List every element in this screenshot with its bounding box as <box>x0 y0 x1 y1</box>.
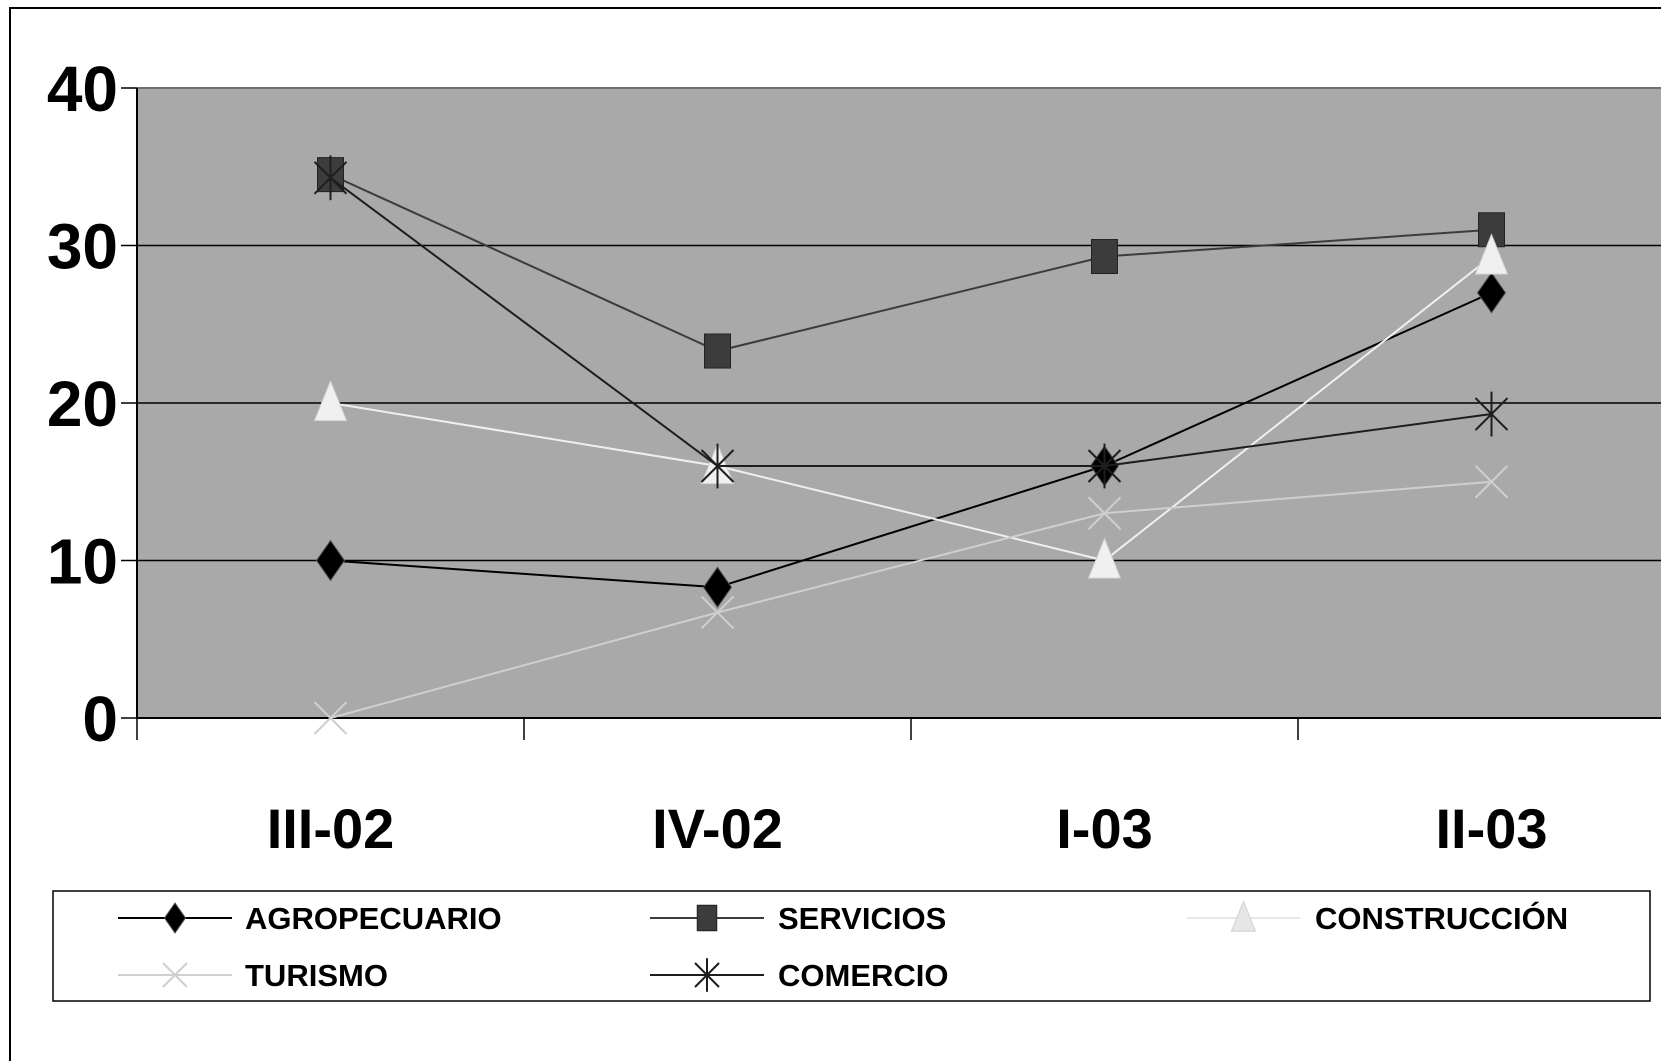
legend-label: TURISMO <box>245 958 388 993</box>
marker-square <box>705 334 731 368</box>
x-tick-label: I-03 <box>1056 797 1153 860</box>
x-tick-label: III-02 <box>267 797 395 860</box>
x-tick-label: IV-02 <box>652 797 783 860</box>
legend-label: AGROPECUARIO <box>245 901 502 936</box>
legend-item: CONSTRUCCIÓN <box>1187 900 1568 936</box>
y-tick-label: 30 <box>47 211 118 283</box>
legend-label: CONSTRUCCIÓN <box>1315 900 1568 936</box>
marker-square <box>697 905 717 931</box>
x-tick-label: II-03 <box>1435 797 1547 860</box>
legend-item: AGROPECUARIO <box>118 901 502 936</box>
y-tick-label: 0 <box>82 683 118 755</box>
marker-square <box>1092 240 1118 274</box>
legend-label: SERVICIOS <box>778 901 946 936</box>
legend-label: COMERCIO <box>778 958 949 993</box>
y-tick-label: 20 <box>47 368 118 440</box>
y-tick-label: 40 <box>47 53 118 125</box>
y-tick-label: 10 <box>47 526 118 598</box>
